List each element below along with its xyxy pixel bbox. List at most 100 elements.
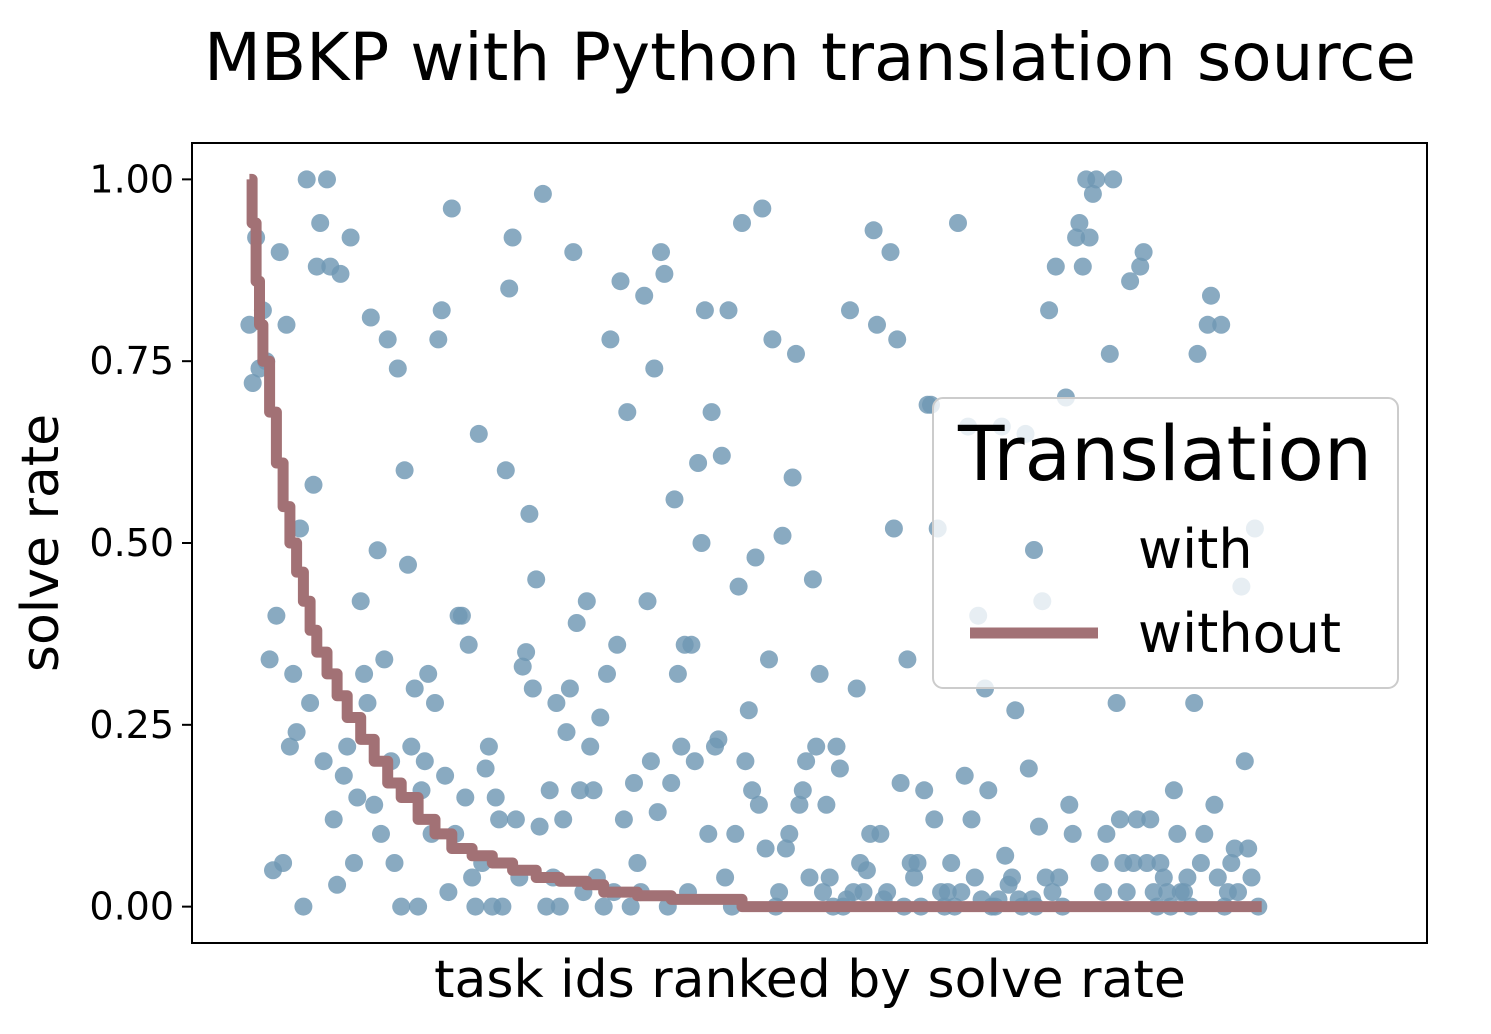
data-point-with-270: [1151, 854, 1170, 872]
data-point-with-282: [1191, 854, 1210, 872]
data-point-with-247: [1073, 257, 1092, 276]
data-point-with-12: [280, 737, 299, 756]
series-line-without: [246, 173, 1262, 913]
data-point-with-8: [267, 606, 286, 625]
data-point-with-79: [506, 810, 525, 829]
data-point-with-127: [668, 664, 687, 683]
data-point-with-287: [1208, 868, 1227, 887]
data-point-with-255: [1100, 344, 1119, 363]
data-point-with-151: [749, 795, 768, 814]
data-point-with-296: [1239, 839, 1258, 858]
data-point-with-19: [304, 475, 323, 494]
data-point-with-183: [857, 861, 876, 880]
data-point-with-118: [638, 592, 657, 611]
data-point-with-67: [466, 897, 485, 916]
data-point-with-104: [591, 708, 610, 727]
data-point-with-257: [1107, 694, 1126, 712]
y-axis: 0.00 0.25 0.50 0.75 1.00: [89, 157, 192, 929]
data-point-with-149: [743, 781, 762, 800]
data-point-with-263: [1127, 810, 1146, 829]
data-point-with-137: [702, 403, 721, 422]
data-point-with-189: [878, 883, 897, 902]
data-point-with-40: [375, 650, 394, 669]
data-point-with-170: [814, 883, 832, 902]
data-point-with-59: [439, 883, 458, 902]
data-point-with-197: [905, 868, 924, 887]
data-point-with-283: [1195, 824, 1214, 843]
data-point-with-78: [503, 228, 522, 247]
data-point-with-158: [773, 526, 792, 545]
data-point-with-258: [1110, 810, 1129, 829]
data-point-with-23: [318, 170, 336, 189]
data-point-with-267: [1141, 810, 1160, 829]
y-tick-label-0: 0.00: [89, 885, 174, 929]
data-point-with-145: [729, 577, 748, 596]
data-point-with-207: [938, 883, 957, 902]
data-point-with-147: [736, 752, 755, 771]
data-point-with-43: [385, 854, 404, 872]
data-point-with-113: [621, 897, 640, 916]
data-point-with-126: [665, 490, 684, 509]
data-point-with-293: [1229, 883, 1247, 902]
data-point-with-178: [841, 301, 859, 320]
data-point-with-52: [415, 752, 434, 771]
data-point-with-85: [527, 570, 546, 589]
data-point-with-174: [827, 737, 846, 756]
data-point-with-22: [314, 752, 333, 771]
data-point-with-31: [345, 854, 363, 872]
data-point-with-234: [1030, 817, 1048, 836]
data-point-with-268: [1144, 883, 1163, 902]
data-point-with-121: [648, 803, 667, 822]
data-point-with-81: [513, 657, 532, 676]
data-point-with-203: [925, 810, 944, 829]
data-point-with-175: [830, 759, 849, 778]
data-point-with-215: [965, 868, 984, 887]
data-point-with-157: [770, 883, 789, 902]
data-point-with-33: [351, 592, 370, 611]
y-tick-label-1: 0.25: [89, 703, 174, 747]
data-point-with-249: [1080, 228, 1099, 247]
data-point-with-100: [577, 592, 596, 611]
data-point-with-192: [888, 330, 907, 349]
data-point-with-212: [955, 766, 974, 785]
data-point-with-48: [402, 737, 421, 756]
data-point-with-246: [1070, 214, 1089, 232]
data-point-with-271: [1154, 868, 1173, 887]
data-point-with-97: [567, 614, 586, 632]
data-point-with-146: [733, 214, 751, 232]
data-point-with-198: [908, 854, 927, 872]
data-point-with-133: [689, 454, 708, 472]
data-point-with-1: [243, 374, 262, 392]
data-point-with-193: [891, 774, 910, 792]
data-point-with-191: [884, 519, 903, 538]
data-point-with-58: [436, 766, 455, 785]
data-point-with-152: [753, 199, 772, 218]
data-point-with-208: [942, 854, 961, 872]
data-point-with-21: [311, 214, 330, 232]
data-point-with-292: [1225, 839, 1244, 858]
data-point-with-57: [432, 301, 451, 320]
data-point-with-251: [1087, 170, 1106, 189]
data-point-with-105: [594, 897, 613, 916]
data-point-with-65: [459, 635, 478, 654]
data-point-with-47: [399, 555, 417, 574]
data-point-with-266: [1137, 854, 1156, 872]
data-point-with-30: [341, 228, 360, 247]
data-point-with-44: [388, 359, 407, 378]
data-point-with-250: [1083, 184, 1102, 203]
data-point-with-89: [540, 781, 559, 800]
data-point-with-111: [614, 810, 633, 829]
data-point-with-134: [692, 534, 711, 552]
data-point-with-185: [864, 221, 883, 240]
data-point-with-39: [372, 824, 390, 843]
data-point-with-10: [274, 854, 293, 872]
data-point-with-102: [584, 781, 603, 800]
data-point-with-164: [793, 781, 812, 800]
data-point-with-109: [608, 635, 627, 654]
data-point-with-237: [1040, 301, 1059, 320]
data-point-with-82: [517, 643, 536, 662]
data-point-with-14: [287, 723, 306, 742]
data-point-with-26: [328, 875, 347, 894]
data-point-with-236: [1036, 868, 1055, 887]
